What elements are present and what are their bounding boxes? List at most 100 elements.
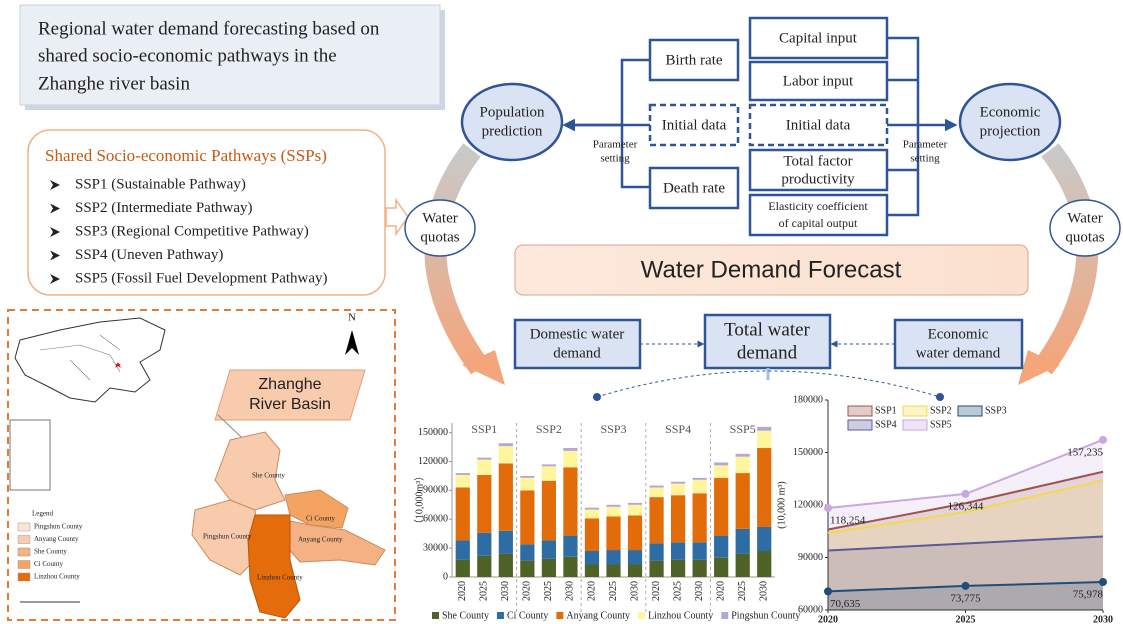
title-panel: Regional water demand forecasting based …	[19, 4, 445, 110]
bar-segment	[498, 446, 513, 464]
y-axis-label: (10,000 m³)	[776, 481, 787, 528]
legend-label: SSP3	[985, 405, 1007, 416]
forecast-title: Water Demand Forecast	[641, 256, 902, 283]
y-tick-label: 120000	[793, 499, 823, 510]
node-label: Total water	[724, 319, 810, 340]
bar-segment	[627, 515, 643, 551]
ssp-list: SSP1 (Sustainable Pathway) SSP2 (Intermed…	[50, 176, 328, 286]
legend-swatch	[847, 419, 873, 431]
value-label: 126,344	[948, 500, 984, 512]
bar-segment	[692, 493, 707, 543]
legend-swatch	[902, 405, 928, 417]
node-label: quotas	[420, 229, 459, 245]
bar-segment	[757, 426, 772, 431]
legend-label: Anyang County	[34, 535, 79, 543]
bar-segment	[455, 487, 470, 541]
bar-segment	[670, 495, 686, 543]
line-chart: 60000 90000 120000 150000 180000 2020 2025 2030…	[776, 394, 1113, 624]
legend-swatch	[721, 612, 729, 619]
bar-segment	[541, 466, 557, 481]
y-tick-label: 120000	[418, 456, 448, 467]
x-tick-label: 2025	[543, 581, 554, 601]
bar-segment	[584, 518, 600, 552]
node-label: Total factor	[783, 153, 852, 169]
map-legend: Pingshun County Anyang County She County Ci…	[17, 523, 83, 582]
legend-label: Anyang County	[566, 610, 630, 621]
legend-title: Legend	[32, 510, 53, 518]
bar-segment	[455, 540, 470, 560]
series-line	[827, 470, 1104, 531]
bar-segment	[455, 559, 470, 577]
param-label: setting	[600, 153, 630, 165]
bullet-arrow	[50, 250, 60, 261]
ssp-item: SSP4 (Uneven Pathway)	[75, 247, 223, 263]
bar-segment	[606, 504, 621, 507]
legend-swatch	[637, 612, 645, 619]
ssp-item: SSP5 (Fossil Fuel Development Pathway)	[75, 270, 328, 286]
legend-label: Pingshun County	[731, 610, 800, 621]
x-tick-label: 2020	[818, 614, 838, 624]
bar-segment	[498, 530, 513, 554]
bar-segment	[606, 506, 621, 517]
bar-segment	[498, 463, 513, 531]
node-label: demand	[737, 342, 798, 363]
node-label: Capital input	[779, 30, 858, 46]
bar-segment	[606, 516, 621, 551]
bar-segment	[714, 557, 729, 577]
x-tick-label: 2030	[629, 581, 640, 601]
y-tick-label: 60000	[798, 604, 823, 615]
param-label: Parameter	[593, 139, 638, 151]
x-tick-label: 2030	[694, 581, 705, 601]
bar-segment	[520, 475, 535, 478]
bar-segment	[714, 535, 729, 558]
series-line	[827, 479, 1104, 534]
legend-label: SSP2	[930, 405, 952, 416]
bar-segment	[541, 480, 557, 541]
ssp-title: Shared Socio-economic Pathways (SSPs)	[45, 146, 327, 165]
ssp-item: SSP2 (Intermediate Pathway)	[75, 200, 252, 216]
y-tick-label: 90000	[423, 485, 448, 496]
x-tick-label: 2025	[737, 581, 748, 601]
bar-segment	[692, 477, 707, 480]
legend-label: SSP5	[930, 419, 952, 430]
bar-segment	[735, 528, 750, 554]
y-tick-label: 0	[443, 571, 448, 582]
bar-segment	[606, 564, 621, 577]
node-label: demand	[553, 345, 601, 361]
map-panel: N Zhanghe River Basin She County Ci Coun…	[7, 309, 396, 621]
param-label: Parameter	[903, 139, 948, 151]
node-label: Population	[479, 104, 545, 120]
legend-label: SSP4	[875, 419, 897, 430]
basin-label: Zhanghe	[258, 376, 321, 393]
y-tick-label: 90000	[798, 552, 823, 563]
bar-segment	[627, 504, 643, 516]
value-label: 70,635	[830, 598, 861, 610]
node-label: productivity	[781, 171, 855, 187]
county-label: She County	[252, 472, 285, 480]
bar-segment	[563, 450, 578, 468]
series-area	[828, 439, 1103, 610]
point	[961, 581, 970, 590]
node-label: Death rate	[663, 180, 725, 196]
node-label: Initial data	[662, 117, 727, 133]
bar-segment	[649, 543, 664, 561]
x-tick-label: 2025	[479, 581, 490, 601]
value-label: 118,254	[830, 515, 866, 527]
bar-segment	[498, 553, 513, 577]
bar-segment	[714, 465, 729, 478]
node-label: Birth rate	[665, 52, 722, 68]
title-line: shared socio-economic pathways in the	[38, 45, 337, 66]
legend-swatch	[17, 535, 31, 544]
bar-segment	[757, 430, 772, 449]
point	[961, 489, 970, 498]
bar-segment	[584, 564, 600, 577]
bar-segment	[584, 507, 600, 510]
bar-segment	[670, 542, 686, 560]
bullet-arrow	[50, 180, 60, 190]
bar-segment	[735, 473, 750, 529]
bar-segment	[714, 477, 729, 536]
county-label: Anyang County	[298, 536, 343, 544]
bullet-arrow	[50, 274, 60, 284]
ssp-item: SSP1 (Sustainable Pathway)	[75, 176, 246, 192]
bar-segment	[670, 559, 686, 577]
